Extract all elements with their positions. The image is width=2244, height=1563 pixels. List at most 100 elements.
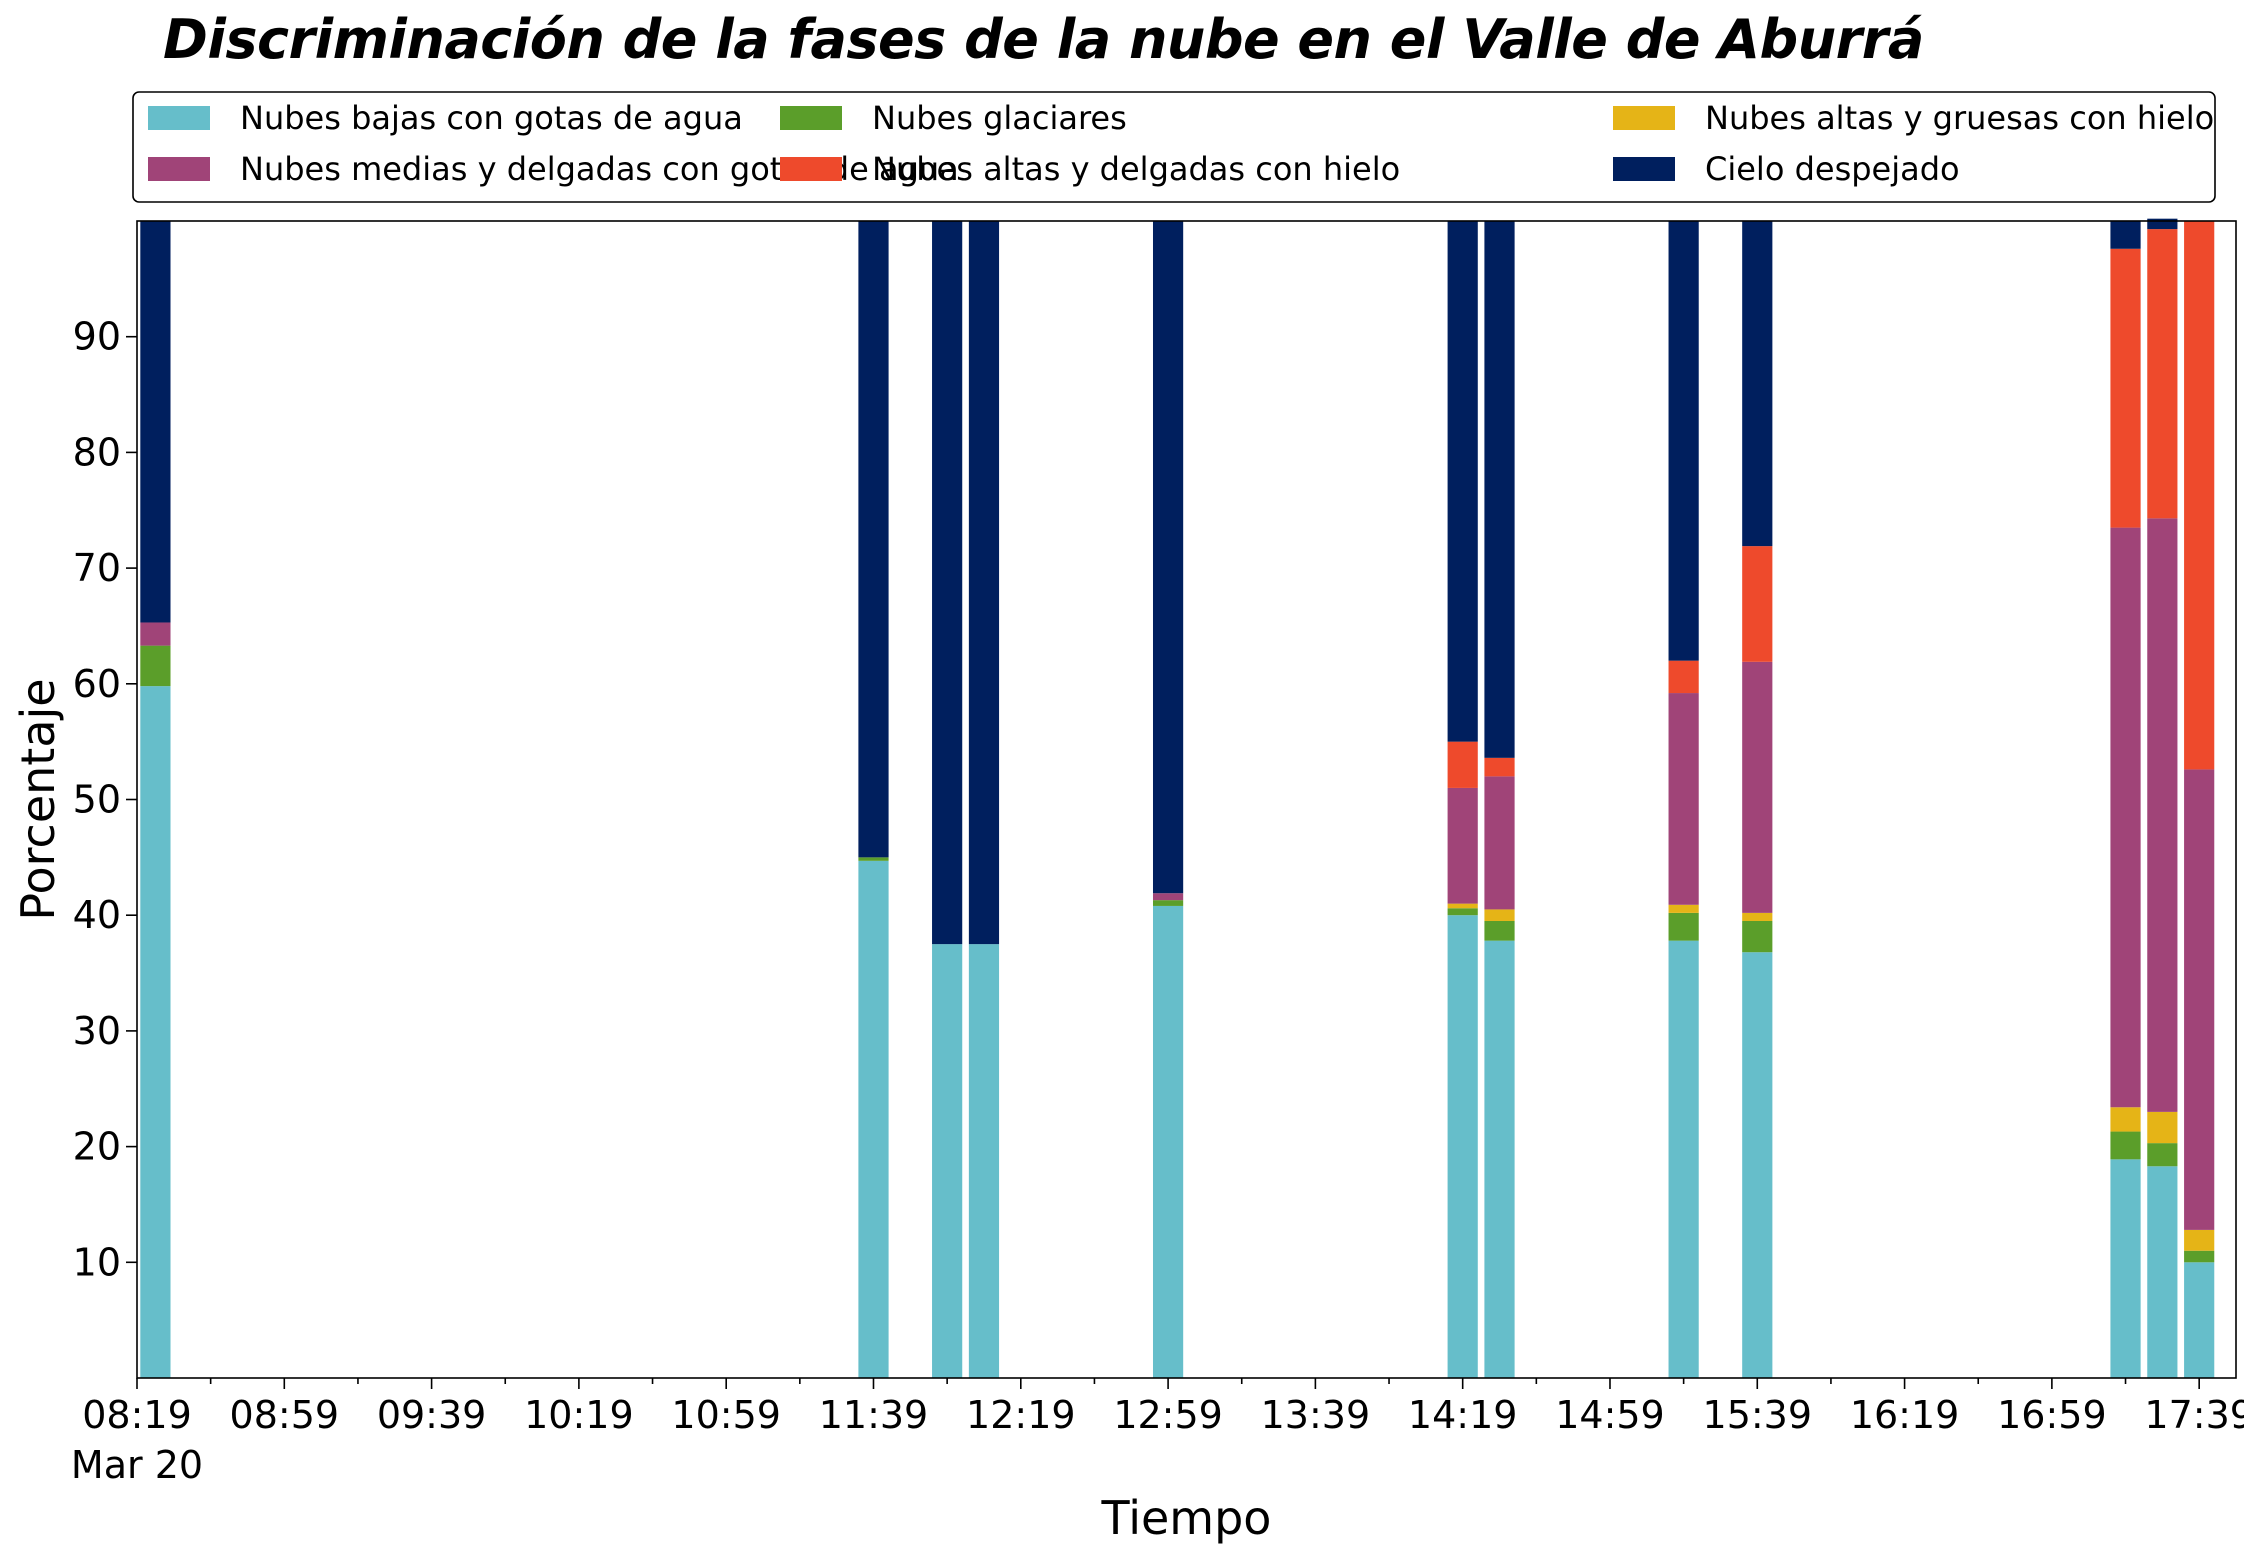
- bar-segment: [968, 944, 1000, 1378]
- x-date-label: Mar 20: [71, 1443, 203, 1487]
- bar-segment: [1742, 546, 1773, 662]
- legend-label: Cielo despejado: [1705, 150, 1960, 188]
- x-tick-label: 14:19: [1408, 1393, 1518, 1437]
- legend-swatch: [1613, 157, 1675, 181]
- bar-segment: [1152, 900, 1184, 906]
- bar-segment: [2110, 527, 2141, 1108]
- x-tick-label: 16:19: [1850, 1393, 1960, 1437]
- bar-segment: [1447, 915, 1478, 1378]
- x-tick-label: 15:39: [1703, 1393, 1813, 1437]
- bar-segment: [1742, 221, 1773, 547]
- x-axis-label: Tiempo: [1101, 1491, 1272, 1545]
- x-tick-label: 10:19: [524, 1393, 634, 1437]
- bar-segment: [2147, 229, 2178, 519]
- bar-segment: [2147, 1111, 2178, 1144]
- plot-frame: [136, 220, 2237, 1379]
- legend-swatch: [780, 157, 842, 181]
- bar-segment: [2147, 1143, 2178, 1167]
- bar-segment: [1668, 221, 1699, 661]
- x-tick-label: 13:39: [1261, 1393, 1371, 1437]
- bar-segment: [1152, 893, 1184, 901]
- x-tick-label: 10:59: [671, 1393, 781, 1437]
- bar-segment: [2110, 221, 2141, 249]
- bar-segment: [2110, 248, 2141, 528]
- legend-swatch: [148, 157, 210, 181]
- bar-segment: [1668, 693, 1699, 905]
- bar-segment: [1484, 776, 1515, 910]
- bar-segment: [2184, 221, 2215, 770]
- legend-label: Nubes medias y delgadas con gotas de agu…: [240, 150, 959, 188]
- bar-segment: [1484, 909, 1515, 921]
- legend-label: Nubes altas y delgadas con hielo: [872, 150, 1400, 188]
- bar-segment: [2184, 769, 2215, 1230]
- bar-segment: [1742, 952, 1773, 1378]
- bar-segment: [1484, 920, 1515, 941]
- bar-segment: [1447, 908, 1478, 916]
- legend-swatch: [148, 106, 210, 130]
- bar-segment: [1447, 787, 1478, 904]
- legend-label: Nubes bajas con gotas de agua: [240, 99, 743, 137]
- x-tick-label: 12:19: [966, 1393, 1076, 1437]
- bar-segment: [2184, 1229, 2215, 1251]
- bar-segment: [2184, 1262, 2215, 1378]
- chart-title: Discriminación de la fases de la nube en…: [163, 8, 1924, 71]
- bar-segment: [1152, 221, 1184, 894]
- bar-segment: [858, 857, 889, 861]
- bar-segment: [1447, 221, 1478, 742]
- bar-segment: [2110, 1159, 2141, 1378]
- bar-segment: [2110, 1131, 2141, 1160]
- x-tick-label: 08:59: [230, 1393, 340, 1437]
- x-tick-label: 08:19: [82, 1393, 192, 1437]
- legend-label: Nubes altas y gruesas con hielo: [1705, 99, 2214, 137]
- x-tick-label: 09:39: [377, 1393, 487, 1437]
- bar-segment: [1447, 741, 1478, 788]
- y-tick-label: 90: [73, 315, 121, 359]
- y-tick-label: 60: [73, 662, 121, 706]
- legend-swatch: [780, 106, 842, 130]
- bar-segment: [1447, 903, 1478, 909]
- bar-segment: [1484, 757, 1515, 777]
- legend-swatch: [1613, 106, 1675, 130]
- x-tick-label: 11:39: [819, 1393, 929, 1437]
- bar-segment: [140, 686, 171, 1378]
- bar-segment: [2110, 1107, 2141, 1132]
- y-tick-label: 40: [73, 893, 121, 937]
- x-tick-label: 17:39: [2144, 1393, 2244, 1437]
- bar-segment: [1484, 940, 1515, 1378]
- bar-segment: [1668, 904, 1699, 913]
- bar-segment: [932, 944, 963, 1378]
- y-tick-label: 50: [73, 778, 121, 822]
- y-tick-label: 10: [73, 1240, 121, 1284]
- bar-segment: [2147, 218, 2178, 230]
- bar-segment: [1668, 912, 1699, 941]
- bar-segment: [2147, 518, 2178, 1112]
- bar-segment: [1152, 905, 1184, 1378]
- bar-segment: [2147, 1166, 2178, 1378]
- y-tick-label: 70: [73, 546, 121, 590]
- x-tick-label: 12:59: [1113, 1393, 1223, 1437]
- bar-segment: [140, 645, 171, 687]
- bar-segment: [140, 622, 171, 646]
- bar-segment: [1742, 920, 1773, 953]
- x-tick-label: 14:59: [1555, 1393, 1665, 1437]
- bar-segment: [932, 221, 963, 945]
- bar-segment: [1484, 221, 1515, 758]
- y-tick-label: 80: [73, 430, 121, 474]
- bar-segment: [1742, 912, 1773, 921]
- bar-segment: [1668, 660, 1699, 694]
- bar-segment: [1742, 661, 1773, 913]
- bar-segment: [1668, 940, 1699, 1378]
- bar-segment: [968, 221, 1000, 945]
- legend-label: Nubes glaciares: [872, 99, 1127, 137]
- y-tick-label: 30: [73, 1009, 121, 1053]
- x-tick-label: 16:59: [1997, 1393, 2107, 1437]
- bar-segment: [858, 221, 889, 858]
- bar-segment: [2184, 1250, 2215, 1263]
- y-axis-label: Porcentaje: [11, 678, 65, 920]
- legend-box: [132, 91, 2216, 203]
- y-tick-label: 20: [73, 1125, 121, 1169]
- bar-segment: [858, 860, 889, 1378]
- bar-segment: [140, 221, 171, 623]
